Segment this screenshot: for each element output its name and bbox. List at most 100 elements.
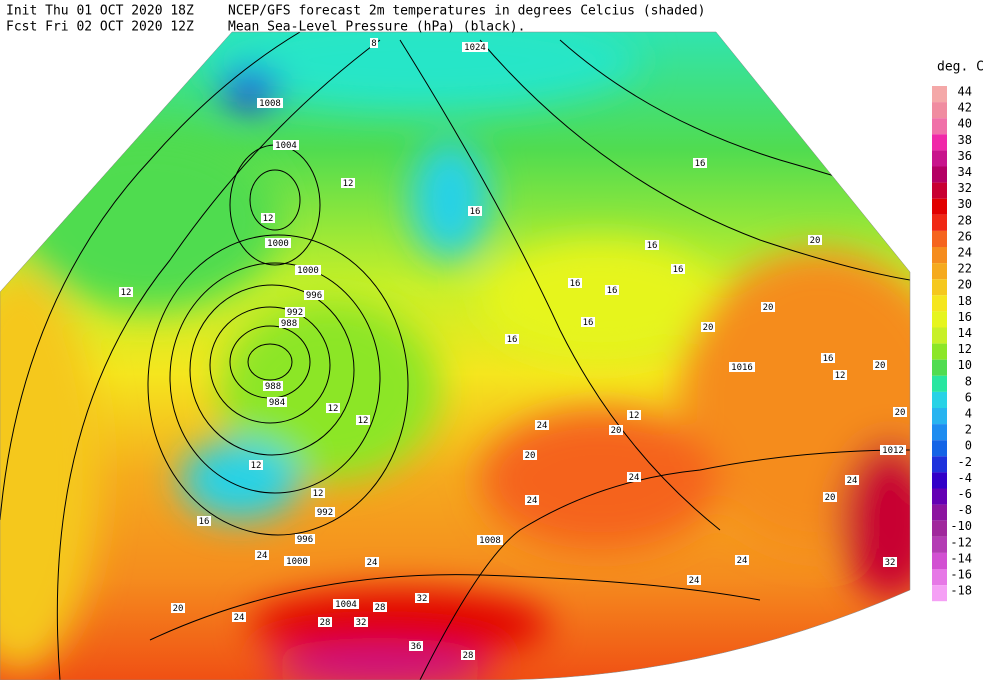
- legend-label: 10: [958, 358, 972, 372]
- temperature-label: 28: [463, 651, 474, 661]
- legend-swatch: [932, 585, 947, 602]
- isobar-label-box: [880, 445, 906, 455]
- isobar-label: 996: [297, 535, 313, 545]
- legend-swatch: [932, 375, 947, 392]
- temperature-label-box: [354, 617, 368, 627]
- legend-label: 12: [958, 342, 972, 356]
- temperature-label: 12: [358, 416, 369, 426]
- legend-swatch: [932, 118, 947, 135]
- temperature-label: 16: [507, 335, 518, 345]
- temperature-label-box: [735, 555, 749, 565]
- temperature-label-box: [627, 472, 641, 482]
- temperature-label-box: [761, 302, 775, 312]
- temperature-label-box: [326, 403, 340, 413]
- isobar-label: 1000: [267, 239, 289, 249]
- temperature-label-box: [505, 334, 519, 344]
- legend-label: 2: [965, 423, 972, 437]
- legend-label: 30: [958, 197, 972, 211]
- isobar-label: 1016: [731, 363, 753, 373]
- legend-label: 22: [958, 262, 972, 276]
- temperature-label: 16: [647, 241, 658, 251]
- legend-swatch: [932, 230, 947, 247]
- legend-label: 26: [958, 229, 972, 243]
- temperature-label-box: [523, 450, 537, 460]
- legend-label: 20: [958, 278, 972, 292]
- temperature-label-box: [318, 617, 332, 627]
- isobar-label-box: [333, 599, 359, 609]
- temperature-label-box: [605, 285, 619, 295]
- temperature-label-box: [893, 407, 907, 417]
- temperature-label: 28: [320, 618, 331, 628]
- isobar-label: 1004: [335, 600, 357, 610]
- isobar-label-box: [370, 38, 378, 48]
- legend-label: 18: [958, 294, 972, 308]
- legend-label: -18: [950, 584, 972, 598]
- map-subtitle: Mean Sea-Level Pressure (hPa) (black).: [228, 20, 525, 35]
- isobar-label-box: [477, 535, 503, 545]
- temperature-label-box: [171, 603, 185, 613]
- legend-label: -4: [958, 471, 972, 485]
- isobar-label-box: [729, 362, 755, 372]
- temperature-label-box: [311, 488, 325, 498]
- legend-label: 42: [958, 101, 972, 115]
- legend-swatch: [932, 86, 947, 103]
- legend-swatch: [932, 134, 947, 151]
- isobar-label-box: [267, 397, 287, 407]
- isobar-label: 1004: [275, 141, 297, 151]
- legend-swatch: [932, 504, 947, 521]
- isobar-label-box: [295, 265, 321, 275]
- temperature-label: 16: [470, 207, 481, 217]
- temperature-label: 20: [703, 323, 714, 333]
- legend-label: 8: [965, 374, 972, 388]
- isobar-label: 988: [281, 319, 297, 329]
- temperature-label-box: [581, 317, 595, 327]
- legend-swatch: [932, 166, 947, 183]
- temperature-label-box: [232, 612, 246, 622]
- temperature-label-box: [409, 641, 423, 651]
- temperature-label: 20: [525, 451, 536, 461]
- legend-swatch: [932, 150, 947, 167]
- temperature-label-box: [627, 410, 641, 420]
- temperature-label: 12: [328, 404, 339, 414]
- temperature-label-box: [873, 360, 887, 370]
- temperature-label: 24: [527, 496, 538, 506]
- map-labels: 1024810081004100010009969929889889849929…: [119, 38, 907, 661]
- legend-swatch: [932, 343, 947, 360]
- isobar-label-box: [304, 290, 324, 300]
- temperature-label: 12: [629, 411, 640, 421]
- isobar-label: 996: [306, 291, 322, 301]
- temperature-label-box: [415, 593, 429, 603]
- isobars: [0, 32, 910, 681]
- isobar-label-box: [273, 140, 299, 150]
- legend-swatch: [932, 182, 947, 199]
- legend-swatch: [932, 552, 947, 569]
- legend-label: 6: [965, 390, 972, 404]
- isobar-label-box: [279, 318, 299, 328]
- temperature-label-box: [197, 516, 211, 526]
- isobar-label-box: [295, 534, 315, 544]
- temperature-label: 16: [607, 286, 618, 296]
- legend-label: -10: [950, 519, 972, 533]
- isobar-label: 992: [317, 508, 333, 518]
- legend-swatch: [932, 488, 947, 505]
- legend-label: -14: [950, 551, 972, 565]
- legend-swatch: [932, 102, 947, 119]
- map-title: NCEP/GFS forecast 2m temperatures in deg…: [228, 4, 705, 19]
- temperature-label: 32: [356, 618, 367, 628]
- legend-swatch: [932, 424, 947, 441]
- legend-swatch: [932, 391, 947, 408]
- legend-label: -12: [950, 535, 972, 549]
- legend-swatch: [932, 247, 947, 264]
- temperature-label-box: [249, 460, 263, 470]
- temperature-label: 20: [763, 303, 774, 313]
- isobar-label: 1008: [259, 99, 281, 109]
- temperature-label: 32: [885, 558, 896, 568]
- temperature-label-box: [609, 425, 623, 435]
- temperature-label: 20: [895, 408, 906, 418]
- temperature-label: 20: [825, 493, 836, 503]
- temperature-label-box: [255, 550, 269, 560]
- legend-swatch: [932, 295, 947, 312]
- isobar-label-box: [257, 98, 283, 108]
